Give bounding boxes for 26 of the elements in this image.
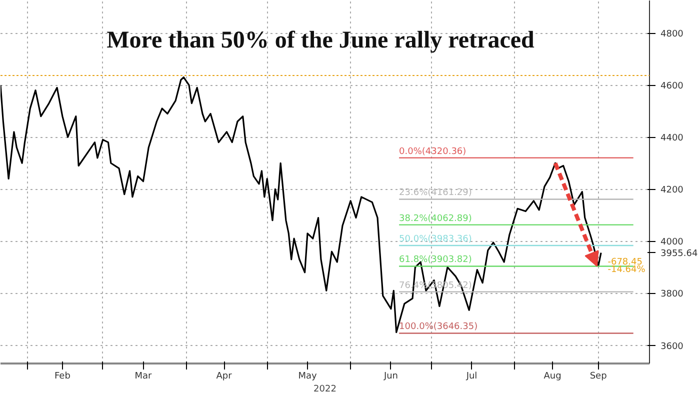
x-tick-label: May <box>298 372 318 382</box>
series-label: 23.6%(4161.29) <box>399 188 472 198</box>
y-tick-label: 4200 <box>660 186 684 196</box>
y-tick-label: 4800 <box>660 30 684 40</box>
annotation: -14.64% <box>608 264 646 275</box>
series-label: 61.8%(3903.82) <box>399 255 472 266</box>
series-label: 100.0%(3646.35) <box>399 322 478 332</box>
x-tick-label: Aug <box>544 372 562 382</box>
y-tick-label: 4000 <box>660 238 684 248</box>
line-series <box>0 76 602 334</box>
x-tick-label: Feb <box>54 372 71 382</box>
x-axis-title: 2022 <box>314 384 336 394</box>
y-tick-label: 4600 <box>660 82 684 92</box>
y-tick-label: 3600 <box>660 342 684 352</box>
y-tick-label: 3800 <box>660 290 684 300</box>
y-tick-label: 3955.64 <box>660 249 698 260</box>
x-tick-label: Jul <box>465 372 478 382</box>
series-label: 38.2%(4062.89) <box>399 214 472 224</box>
x-tick-label: Apr <box>216 372 232 382</box>
y-tick-label: 4400 <box>660 134 684 144</box>
series-label: 0.0%(4320.36) <box>399 146 466 157</box>
text: More than 50% of the June rally retraced <box>106 28 535 54</box>
x-tick-label: Jun <box>382 372 398 382</box>
series-label: 50.0%(3983.36) <box>399 234 472 245</box>
x-tick-label: Mar <box>134 372 152 382</box>
x-tick-label: Sep <box>590 372 608 382</box>
